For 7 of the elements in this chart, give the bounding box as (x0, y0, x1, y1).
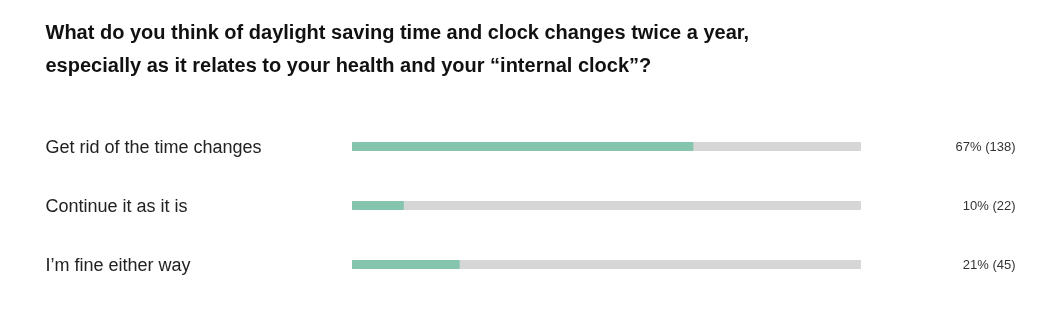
data-label: 21% (45) (962, 257, 1016, 272)
y-tick-label: Continue it as it is (45, 195, 188, 216)
data-label: 67% (138) (955, 139, 1016, 154)
chart-title: What do you think of daylight saving time and clock changes twice a year, especially as it relates to your health and your “internal clock”? (45, 21, 749, 76)
data-label: 10% (22) (962, 198, 1016, 213)
y-tick-label: I’m fine either way (45, 254, 191, 275)
y-tick-label: Get rid of the time changes (45, 136, 262, 157)
